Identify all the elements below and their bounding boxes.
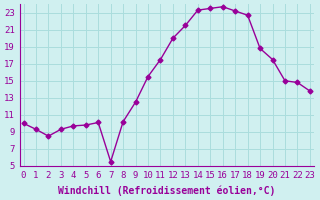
X-axis label: Windchill (Refroidissement éolien,°C): Windchill (Refroidissement éolien,°C)	[58, 185, 276, 196]
